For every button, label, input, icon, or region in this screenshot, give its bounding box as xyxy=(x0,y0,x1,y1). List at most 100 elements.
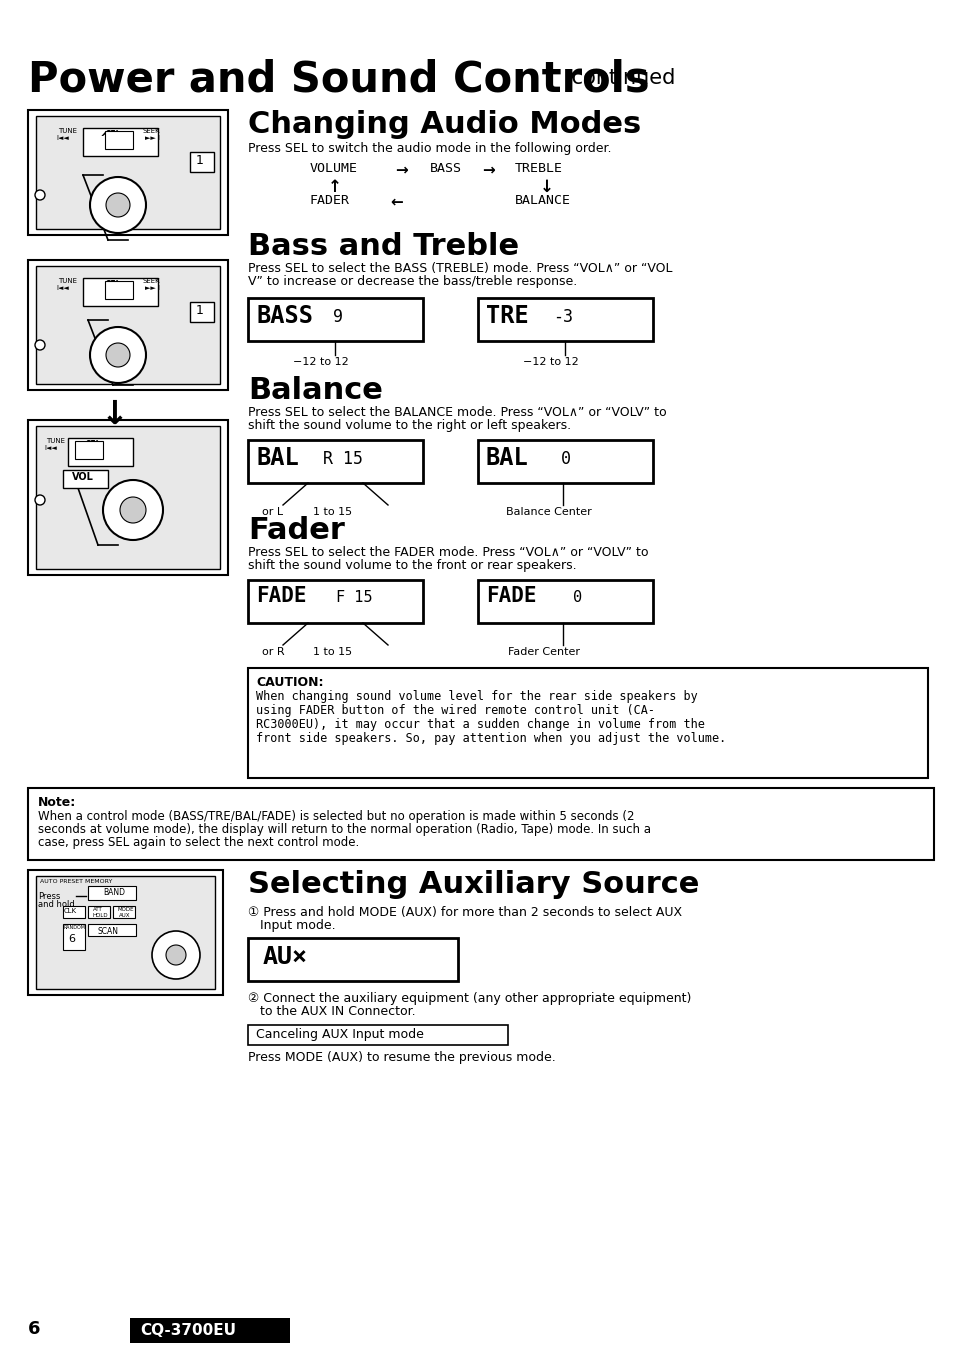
Text: TUNE: TUNE xyxy=(46,438,65,443)
Bar xyxy=(248,298,422,341)
Bar xyxy=(248,1025,507,1044)
Text: CAUTION:: CAUTION: xyxy=(255,676,323,690)
Text: BALANCE: BALANCE xyxy=(515,194,571,207)
Text: Changing Audio Modes: Changing Audio Modes xyxy=(248,110,640,139)
Text: 1: 1 xyxy=(196,154,204,167)
Bar xyxy=(28,420,228,575)
Text: →: → xyxy=(481,162,495,177)
Text: FADE: FADE xyxy=(255,586,306,607)
Text: front side speakers. So, pay attention when you adjust the volume.: front side speakers. So, pay attention w… xyxy=(255,732,725,745)
Bar xyxy=(63,471,108,488)
Text: ↑: ↑ xyxy=(328,178,341,196)
Text: Selecting Auxiliary Source: Selecting Auxiliary Source xyxy=(248,870,699,899)
Bar xyxy=(477,441,652,483)
Text: 6: 6 xyxy=(69,934,75,944)
Text: Canceling AUX Input mode: Canceling AUX Input mode xyxy=(255,1028,423,1040)
Text: SCAN: SCAN xyxy=(97,928,118,936)
Circle shape xyxy=(35,190,45,200)
Text: RC3000EU), it may occur that a sudden change in volume from the: RC3000EU), it may occur that a sudden ch… xyxy=(255,718,704,732)
Text: TUNE: TUNE xyxy=(58,277,77,284)
Bar xyxy=(112,906,135,918)
Text: FADER: FADER xyxy=(310,194,350,207)
Text: AUTO PRESET MEMORY: AUTO PRESET MEMORY xyxy=(40,879,112,884)
Text: ATT: ATT xyxy=(92,907,103,913)
Text: When changing sound volume level for the rear side speakers by: When changing sound volume level for the… xyxy=(255,690,697,703)
Bar xyxy=(248,668,927,778)
Text: Press SEL to select the BALANCE mode. Press “VOL∧” or “VOLV” to: Press SEL to select the BALANCE mode. Pr… xyxy=(248,407,666,419)
Bar xyxy=(63,906,85,918)
Text: ↓: ↓ xyxy=(539,178,554,196)
Text: CLK: CLK xyxy=(63,908,76,914)
Bar xyxy=(190,152,213,171)
Text: continued: continued xyxy=(564,68,675,88)
Bar xyxy=(68,438,132,466)
Text: Input mode.: Input mode. xyxy=(248,919,335,932)
Bar xyxy=(28,870,223,996)
Circle shape xyxy=(120,496,146,524)
Text: to the AUX IN Connector.: to the AUX IN Connector. xyxy=(248,1005,416,1019)
Text: ^: ^ xyxy=(85,442,96,456)
Text: AU×: AU× xyxy=(263,945,308,968)
Text: I◄◄: I◄◄ xyxy=(44,445,56,452)
Text: or L: or L xyxy=(262,507,283,517)
Text: Press SEL to select the BASS (TREBLE) mode. Press “VOL∧” or “VOL: Press SEL to select the BASS (TREBLE) mo… xyxy=(248,262,672,275)
Text: When a control mode (BASS/TRE/BAL/FADE) is selected but no operation is made wit: When a control mode (BASS/TRE/BAL/FADE) … xyxy=(38,811,634,823)
Text: SEL: SEL xyxy=(85,441,101,449)
Bar xyxy=(130,1318,290,1344)
Text: 0: 0 xyxy=(560,450,571,468)
Text: →: → xyxy=(395,162,407,177)
Text: BASS: BASS xyxy=(430,162,461,175)
Bar xyxy=(36,116,220,228)
Text: 1 to 15: 1 to 15 xyxy=(313,507,352,517)
Bar xyxy=(477,298,652,341)
Text: TRE: TRE xyxy=(485,305,528,328)
Text: TREBLE: TREBLE xyxy=(515,162,562,175)
Circle shape xyxy=(106,343,130,367)
Text: Fader: Fader xyxy=(248,515,345,545)
Text: ↓: ↓ xyxy=(101,398,129,431)
Text: SEL: SEL xyxy=(105,280,121,290)
Text: Balance: Balance xyxy=(248,375,382,405)
Text: −12 to 12: −12 to 12 xyxy=(522,356,578,367)
Bar xyxy=(88,885,136,900)
Text: ►► I: ►► I xyxy=(145,135,160,141)
Text: V” to increase or decrease the bass/treble response.: V” to increase or decrease the bass/treb… xyxy=(248,275,577,288)
Bar xyxy=(88,906,110,918)
Text: or R: or R xyxy=(262,647,284,657)
Bar xyxy=(63,923,85,951)
Text: F 15: F 15 xyxy=(335,590,372,605)
Circle shape xyxy=(35,340,45,350)
Text: 9: 9 xyxy=(333,307,343,326)
Text: ←: ← xyxy=(390,194,402,209)
Bar xyxy=(105,282,132,299)
Text: shift the sound volume to the front or rear speakers.: shift the sound volume to the front or r… xyxy=(248,559,576,573)
Text: case, press SEL again to select the next control mode.: case, press SEL again to select the next… xyxy=(38,836,359,849)
Text: BASS: BASS xyxy=(255,305,313,328)
Text: 6: 6 xyxy=(28,1321,40,1338)
Circle shape xyxy=(35,495,45,505)
Text: ^: ^ xyxy=(100,132,112,146)
Bar xyxy=(83,277,158,306)
Bar xyxy=(83,128,158,156)
Text: ① Press and hold MODE (AUX) for more than 2 seconds to select AUX: ① Press and hold MODE (AUX) for more tha… xyxy=(248,906,681,919)
Text: shift the sound volume to the right or left speakers.: shift the sound volume to the right or l… xyxy=(248,419,571,432)
Text: Note:: Note: xyxy=(38,796,76,809)
Text: SEL: SEL xyxy=(105,131,121,139)
Text: BAND: BAND xyxy=(103,888,125,898)
Text: HOLD: HOLD xyxy=(92,913,109,918)
Text: BAL: BAL xyxy=(255,446,298,471)
Bar xyxy=(105,131,132,150)
Text: R 15: R 15 xyxy=(323,450,363,468)
Bar xyxy=(36,426,220,568)
Text: using FADER button of the wired remote control unit (CA-: using FADER button of the wired remote c… xyxy=(255,704,655,717)
Text: CQ-3700EU: CQ-3700EU xyxy=(140,1323,235,1338)
Text: and hold: and hold xyxy=(38,900,74,908)
Text: TUNE: TUNE xyxy=(58,128,77,135)
Bar xyxy=(36,876,214,989)
Text: ^: ^ xyxy=(115,282,127,296)
Circle shape xyxy=(152,932,200,979)
Text: I◄◄: I◄◄ xyxy=(56,135,69,141)
Text: ② Connect the auxiliary equipment (any other appropriate equipment): ② Connect the auxiliary equipment (any o… xyxy=(248,991,691,1005)
Bar xyxy=(28,110,228,235)
Text: VOLUME: VOLUME xyxy=(310,162,357,175)
